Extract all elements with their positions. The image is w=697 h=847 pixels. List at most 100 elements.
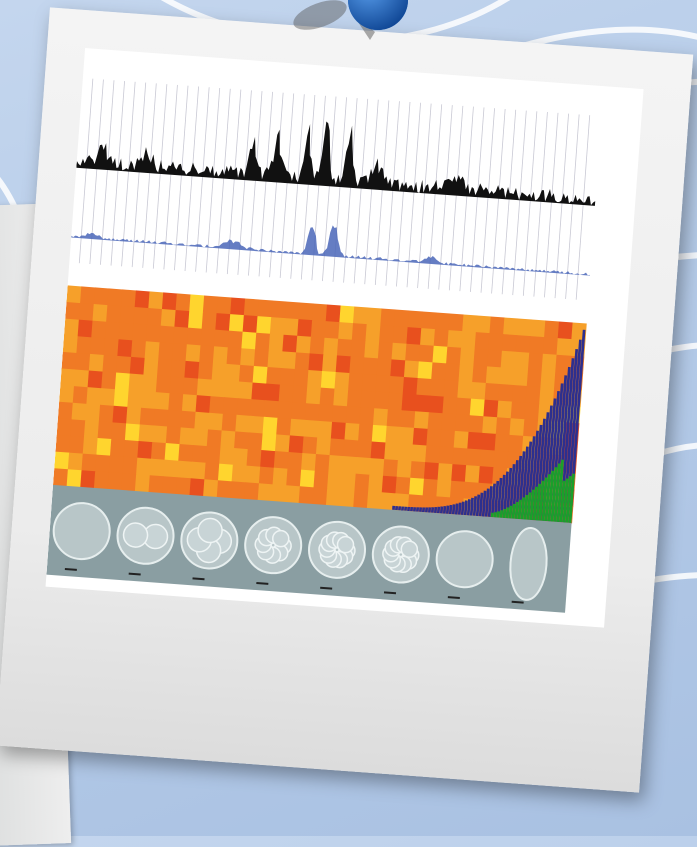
histogram-bar bbox=[526, 492, 532, 520]
histogram-bar bbox=[439, 506, 444, 514]
embryo-stage bbox=[371, 525, 430, 595]
heatmap-cell bbox=[295, 335, 312, 354]
heatmap-cell bbox=[442, 396, 458, 415]
heatmap-cell bbox=[73, 369, 90, 388]
heatmap-cell bbox=[464, 465, 481, 484]
heatmap-cell bbox=[175, 477, 192, 496]
grid-line bbox=[575, 115, 591, 300]
heatmap-cell bbox=[268, 333, 285, 352]
heatmap-cell bbox=[457, 380, 473, 400]
grid-line bbox=[322, 96, 337, 282]
heatmap-cell bbox=[189, 478, 205, 497]
heatmap-cell bbox=[380, 492, 396, 511]
heatmap-cell bbox=[418, 344, 435, 363]
heatmap-cell bbox=[301, 453, 317, 472]
heatmap-cell bbox=[339, 305, 355, 324]
grid-line bbox=[459, 106, 474, 292]
histogram-bar bbox=[427, 507, 432, 513]
heatmap-cell bbox=[503, 317, 519, 336]
heatmap-cell bbox=[460, 331, 477, 350]
histogram-bar bbox=[433, 506, 438, 514]
heatmap-cell bbox=[384, 442, 400, 461]
heatmap-cell bbox=[232, 448, 249, 467]
heatmap-cell bbox=[204, 462, 220, 481]
heatmap-cell bbox=[432, 345, 448, 364]
heatmap-cell bbox=[411, 444, 427, 463]
heatmap-cell bbox=[284, 485, 301, 504]
heatmap-cell bbox=[413, 411, 430, 430]
histogram-bar bbox=[499, 510, 504, 518]
grid-line bbox=[174, 85, 189, 271]
heatmap-cell bbox=[298, 302, 314, 321]
histogram-bar bbox=[535, 483, 542, 521]
heatmap-cell bbox=[124, 423, 141, 442]
heatmap-cell bbox=[214, 329, 230, 348]
heatmap-cell bbox=[453, 430, 470, 449]
heatmap-cell bbox=[366, 491, 383, 510]
heatmap-cell bbox=[83, 420, 100, 439]
heatmap-cell bbox=[224, 380, 240, 399]
heatmap-cell bbox=[134, 290, 151, 309]
heatmap-cell bbox=[263, 400, 280, 419]
heatmap-cell bbox=[370, 441, 386, 460]
heatmap-cell bbox=[302, 436, 318, 455]
heatmap-cell bbox=[108, 455, 125, 474]
heatmap-cell bbox=[80, 286, 96, 305]
heatmap-cell bbox=[62, 335, 79, 354]
heatmap-cell bbox=[353, 490, 369, 509]
heatmap-cell bbox=[483, 399, 499, 418]
polaroid-frame bbox=[0, 7, 694, 793]
heatmap-cell bbox=[523, 419, 539, 438]
heatmap-cell bbox=[412, 427, 429, 446]
heatmap-cell bbox=[202, 295, 219, 314]
heatmap-cell bbox=[220, 430, 236, 449]
heatmap-cell bbox=[149, 458, 166, 477]
heatmap-cell bbox=[470, 381, 487, 401]
heatmap-cell bbox=[501, 334, 518, 353]
heatmap-cell bbox=[159, 325, 175, 344]
histogram-bar bbox=[457, 502, 462, 515]
heatmap-cell bbox=[276, 417, 292, 436]
heatmap-cell bbox=[164, 443, 180, 462]
heatmap-cell bbox=[434, 312, 451, 331]
heatmap-cell bbox=[137, 441, 153, 460]
histogram-bar bbox=[460, 501, 465, 516]
histogram-bar bbox=[559, 480, 566, 523]
histogram-bar bbox=[490, 483, 496, 518]
heatmap-cell bbox=[325, 488, 342, 507]
heatmap-cell bbox=[52, 468, 69, 487]
heatmap-cell bbox=[179, 427, 195, 446]
heatmap-cell bbox=[180, 410, 197, 429]
heatmap-cell bbox=[228, 314, 245, 333]
heatmap-cell bbox=[170, 359, 187, 379]
heatmap-cell bbox=[86, 387, 102, 406]
heatmap-cell bbox=[513, 368, 529, 387]
heatmap-cell bbox=[283, 318, 299, 337]
heatmap-cell bbox=[349, 356, 365, 375]
heatmap-cell bbox=[222, 397, 239, 416]
heatmap-cell bbox=[309, 336, 326, 355]
histogram-bar bbox=[430, 507, 435, 513]
heatmap-cell bbox=[495, 417, 512, 436]
heatmap-cell bbox=[231, 464, 247, 483]
heatmap-cell bbox=[406, 327, 422, 346]
heatmap-cell bbox=[399, 426, 415, 445]
heatmap-cell bbox=[493, 450, 509, 469]
heatmap-cell bbox=[407, 310, 423, 329]
heatmap-cell bbox=[286, 468, 302, 487]
heatmap-cell bbox=[205, 446, 221, 465]
heatmap-cell bbox=[241, 331, 257, 350]
heatmap-cell bbox=[516, 318, 533, 337]
grid-line bbox=[300, 94, 316, 280]
histogram-bar bbox=[541, 477, 548, 521]
heatmap-cell bbox=[392, 326, 409, 345]
heatmap-cell bbox=[428, 395, 445, 414]
heatmap-cell bbox=[148, 475, 164, 494]
heatmap-cell bbox=[315, 437, 332, 456]
heatmap-cell bbox=[158, 342, 174, 361]
heatmap-cell bbox=[352, 306, 369, 325]
heatmap-cell bbox=[152, 425, 168, 444]
heatmap-cell bbox=[382, 459, 399, 478]
histogram-bar bbox=[493, 512, 497, 518]
heatmap-cell bbox=[266, 366, 282, 386]
